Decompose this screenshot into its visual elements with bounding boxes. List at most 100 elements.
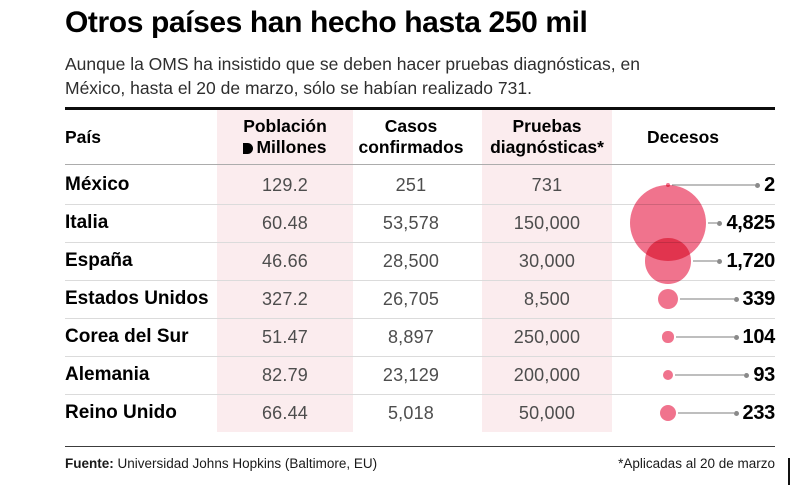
deaths-value: 233 [742, 401, 776, 424]
deaths-row: 339 [612, 280, 775, 318]
connector-end-dot [733, 296, 739, 302]
deaths-bubble [659, 404, 677, 422]
deaths-row: 1,720 [612, 238, 775, 284]
column-header-deaths: Decesos [618, 110, 748, 164]
population-cell: 66.44 [261, 403, 309, 423]
subtitle: Aunque la OMS ha insistido que se deben … [65, 52, 765, 100]
deaths-row: 233 [612, 394, 775, 432]
connector-end-dot [755, 182, 761, 188]
population-cell: 60.48 [261, 213, 309, 233]
deaths-row: 104 [612, 318, 775, 356]
table-row: México 129.2 251 731 [0, 166, 808, 204]
tests-cell: 200,000 [513, 365, 581, 385]
deaths-row: 4,825 [612, 185, 775, 261]
cases-cell: 53,578 [382, 213, 440, 233]
connector-end-dot [733, 410, 739, 416]
connector-line [675, 336, 734, 338]
column-header-deaths-label: Decesos [647, 126, 719, 147]
connector-line [678, 412, 734, 414]
column-header-cases-line1: Casos [384, 116, 438, 136]
deaths-value: 93 [753, 363, 775, 386]
table-top-border [65, 107, 775, 110]
deaths-bubble [662, 369, 674, 381]
header-underline [65, 164, 775, 165]
row-separator [65, 242, 775, 243]
cases-cell: 5,018 [387, 403, 435, 423]
country-cell: Alemania [65, 364, 150, 385]
row-separator [65, 394, 775, 395]
table-row: Estados Unidos 327.2 26,705 8,500 [0, 280, 808, 318]
column-header-tests: Pruebas diagnósticas* [482, 110, 612, 164]
deaths-bubble [657, 288, 679, 310]
tests-cell: 50,000 [518, 403, 576, 423]
population-cell: 129.2 [261, 175, 309, 195]
deaths-value: 1,720 [726, 249, 775, 272]
page-title: Otros países han hecho hasta 250 mil [65, 6, 588, 39]
text-cursor-artifact [788, 458, 790, 485]
table-row: Reino Unido 66.44 5,018 50,000 [0, 394, 808, 432]
column-header-population-unit: Millones [256, 137, 327, 157]
population-column-highlight [217, 110, 353, 432]
connector-end-dot [733, 334, 739, 340]
cases-cell: 26,705 [382, 289, 440, 309]
deaths-bubble [662, 331, 674, 343]
population-cell: 46.66 [261, 251, 309, 271]
column-header-cases: Casos confirmados [346, 110, 476, 164]
country-cell: Estados Unidos [65, 288, 209, 309]
deaths-value: 4,825 [726, 211, 775, 234]
source-label: Fuente: [65, 456, 114, 471]
subtitle-line-2: México, hasta el 20 de marzo, sólo se ha… [65, 78, 532, 98]
source-value: Universidad Johns Hopkins (Baltimore, EU… [117, 456, 378, 471]
tests-cell: 250,000 [513, 327, 581, 347]
deaths-row: 93 [612, 356, 775, 394]
connector-end-dot [717, 220, 723, 226]
connector-end-dot [717, 258, 723, 264]
tests-column-highlight [482, 110, 612, 432]
tests-cell: 8,500 [523, 289, 571, 309]
table-row: Italia 60.48 53,578 150,000 [0, 204, 808, 242]
column-header-population-line1: Población [243, 116, 327, 136]
country-cell: España [65, 250, 133, 271]
row-separator [65, 356, 775, 357]
deaths-row: 2 [612, 166, 775, 204]
connector-line [672, 184, 756, 186]
deaths-value: 104 [742, 325, 776, 348]
row-separator [65, 280, 775, 281]
cases-cell: 251 [395, 175, 427, 195]
country-cell: Reino Unido [65, 402, 177, 423]
table-row: España 46.66 28,500 30,000 [0, 242, 808, 280]
country-cell: Corea del Sur [65, 326, 189, 347]
population-cell: 82.79 [261, 365, 309, 385]
cases-cell: 28,500 [382, 251, 440, 271]
population-cell: 327.2 [261, 289, 309, 309]
column-header-country: País [65, 110, 215, 164]
column-header-cases-line2: confirmados [358, 137, 464, 157]
subtitle-line-1: Aunque la OMS ha insistido que se deben … [65, 54, 640, 74]
column-header-tests-line1: Pruebas [512, 116, 582, 136]
column-header-population-line2: Millones [217, 137, 353, 158]
tests-cell: 150,000 [513, 213, 581, 233]
table-row: Corea del Sur 51.47 8,897 250,000 [0, 318, 808, 356]
footnote: *Aplicadas al 20 de marzo [618, 456, 775, 471]
deaths-value: 339 [742, 287, 776, 310]
footer-divider [65, 446, 775, 447]
deaths-bubble [645, 238, 691, 284]
connector-line [692, 260, 718, 262]
connector-line [675, 374, 745, 376]
tests-cell: 731 [531, 175, 563, 195]
row-separator [65, 204, 775, 205]
row-separator [65, 318, 775, 319]
column-header-country-label: País [65, 126, 101, 147]
connector-end-dot [744, 372, 750, 378]
country-cell: Italia [65, 212, 109, 233]
population-cell: 51.47 [261, 327, 309, 347]
half-circle-icon [243, 143, 254, 154]
deaths-bubble [665, 182, 671, 188]
deaths-value: 2 [764, 173, 775, 196]
cases-cell: 8,897 [387, 327, 435, 347]
table-row: Alemania 82.79 23,129 200,000 [0, 356, 808, 394]
column-header-population: Población Millones [217, 110, 353, 164]
table-header-row: País Población Millones Casos confirmado… [0, 110, 808, 164]
footer: Fuente: Universidad Johns Hopkins (Balti… [65, 456, 775, 471]
